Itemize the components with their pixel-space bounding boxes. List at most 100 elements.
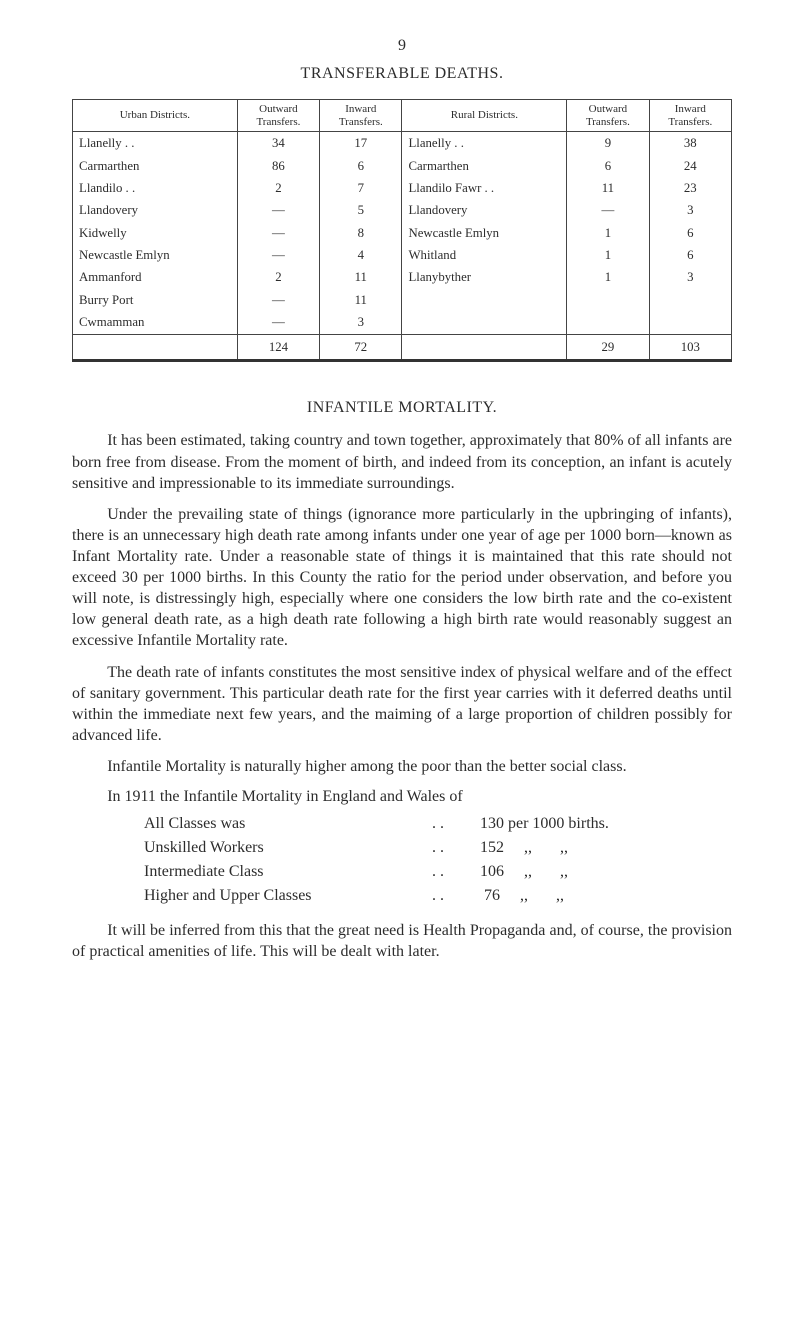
table-row: Kidwelly—8Newcastle Emlyn16 <box>73 222 732 244</box>
urban-name: Burry Port <box>73 289 238 311</box>
table-row: Cwmamman—3 <box>73 311 732 334</box>
page-number: 9 <box>72 36 732 56</box>
rural-in: 6 <box>649 244 731 266</box>
urban-in: 7 <box>320 177 402 199</box>
col-outward-rural: Outward Transfers. <box>567 99 649 131</box>
table-header-row: Urban Districts. Outward Transfers. Inwa… <box>73 99 732 131</box>
urban-out: 2 <box>237 266 319 288</box>
urban-out: 2 <box>237 177 319 199</box>
urban-in: 8 <box>320 222 402 244</box>
urban-name: Llanelly . . <box>73 132 238 155</box>
stats-value: 106 ,, ,, <box>480 860 568 884</box>
stats-value: 130 per 1000 births. <box>480 812 609 836</box>
stats-row: Unskilled Workers. .152 ,, ,, <box>72 836 732 860</box>
paragraph: Infantile Mortality is naturally higher … <box>72 756 732 777</box>
urban-in: 17 <box>320 132 402 155</box>
totals-rural-out: 29 <box>567 334 649 360</box>
rural-out: 11 <box>567 177 649 199</box>
table-row: Llandilo . .27Llandilo Fawr . .1123 <box>73 177 732 199</box>
stats-label: Higher and Upper Classes <box>72 884 432 908</box>
rural-name: Llanybyther <box>402 266 567 288</box>
rural-out: 6 <box>567 155 649 177</box>
col-outward-urban: Outward Transfers. <box>237 99 319 131</box>
page: 9 TRANSFERABLE DEATHS. Urban Districts. … <box>0 0 800 1319</box>
table-row: Ammanford211Llanybyther13 <box>73 266 732 288</box>
rural-in: 6 <box>649 222 731 244</box>
rural-out: 1 <box>567 244 649 266</box>
urban-name: Ammanford <box>73 266 238 288</box>
totals-blank <box>73 334 238 360</box>
stats-row: Intermediate Class. .106 ,, ,, <box>72 860 732 884</box>
rural-out: — <box>567 199 649 221</box>
stats-label: Unskilled Workers <box>72 836 432 860</box>
urban-name: Carmarthen <box>73 155 238 177</box>
col-inward-rural: Inward Transfers. <box>649 99 731 131</box>
rural-name: Llanelly . . <box>402 132 567 155</box>
table-row: Llanelly . .3417Llanelly . .938 <box>73 132 732 155</box>
urban-in: 4 <box>320 244 402 266</box>
stats-row: Higher and Upper Classes. . 76 ,, ,, <box>72 884 732 908</box>
section-title: INFANTILE MORTALITY. <box>72 398 732 418</box>
table-row: Carmarthen866Carmarthen624 <box>73 155 732 177</box>
col-inward-urban: Inward Transfers. <box>320 99 402 131</box>
rural-in <box>649 289 731 311</box>
rural-name: Llandovery <box>402 199 567 221</box>
urban-out: — <box>237 311 319 334</box>
closing-paragraph: It will be inferred from this that the g… <box>72 920 732 962</box>
stats-dots: . . <box>432 884 480 908</box>
urban-out: 86 <box>237 155 319 177</box>
urban-in: 6 <box>320 155 402 177</box>
rural-out: 1 <box>567 222 649 244</box>
table-row: Llandovery—5Llandovery—3 <box>73 199 732 221</box>
stats-intro: In 1911 the Infantile Mortality in Engla… <box>72 787 732 807</box>
stats-value: 76 ,, ,, <box>480 884 564 908</box>
rural-in: 38 <box>649 132 731 155</box>
rural-in: 24 <box>649 155 731 177</box>
rural-out: 9 <box>567 132 649 155</box>
rural-name: Llandilo Fawr . . <box>402 177 567 199</box>
urban-in: 11 <box>320 266 402 288</box>
totals-urban-in: 72 <box>320 334 402 360</box>
rural-name: Whitland <box>402 244 567 266</box>
urban-out: 34 <box>237 132 319 155</box>
table-row: Burry Port—11 <box>73 289 732 311</box>
totals-rural-in: 103 <box>649 334 731 360</box>
totals-blank <box>402 334 567 360</box>
totals-urban-out: 124 <box>237 334 319 360</box>
urban-in: 5 <box>320 199 402 221</box>
rural-out <box>567 289 649 311</box>
stats-dots: . . <box>432 836 480 860</box>
stats-value: 152 ,, ,, <box>480 836 568 860</box>
rural-name: Carmarthen <box>402 155 567 177</box>
rural-in <box>649 311 731 334</box>
rural-name <box>402 311 567 334</box>
urban-name: Llandovery <box>73 199 238 221</box>
urban-name: Kidwelly <box>73 222 238 244</box>
urban-name: Newcastle Emlyn <box>73 244 238 266</box>
col-rural: Rural Districts. <box>402 99 567 131</box>
rural-in: 23 <box>649 177 731 199</box>
urban-name: Llandilo . . <box>73 177 238 199</box>
urban-out: — <box>237 199 319 221</box>
urban-out: — <box>237 289 319 311</box>
rural-name: Newcastle Emlyn <box>402 222 567 244</box>
col-urban: Urban Districts. <box>73 99 238 131</box>
urban-out: — <box>237 222 319 244</box>
stats-row: All Classes was. .130 per 1000 births. <box>72 812 732 836</box>
stats-block: In 1911 the Infantile Mortality in Engla… <box>72 787 732 907</box>
transfer-table: Urban Districts. Outward Transfers. Inwa… <box>72 99 732 362</box>
paragraph: The death rate of infants constitutes th… <box>72 662 732 746</box>
urban-out: — <box>237 244 319 266</box>
urban-name: Cwmamman <box>73 311 238 334</box>
rural-out <box>567 311 649 334</box>
totals-row: 12472 29103 <box>73 334 732 360</box>
table-row: Newcastle Emlyn—4Whitland16 <box>73 244 732 266</box>
paragraph: It has been estimated, taking country an… <box>72 430 732 493</box>
rural-in: 3 <box>649 266 731 288</box>
rural-in: 3 <box>649 199 731 221</box>
urban-in: 3 <box>320 311 402 334</box>
stats-dots: . . <box>432 812 480 836</box>
transfer-table-title: TRANSFERABLE DEATHS. <box>72 64 732 84</box>
rural-name <box>402 289 567 311</box>
stats-dots: . . <box>432 860 480 884</box>
